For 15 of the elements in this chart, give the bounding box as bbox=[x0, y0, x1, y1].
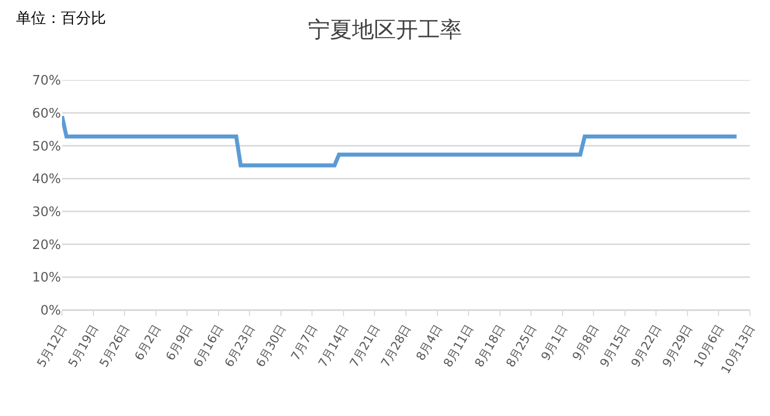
text: 单位：百分比 bbox=[16, 9, 106, 27]
y-tick-label: 60% bbox=[32, 106, 61, 122]
x-tick-label: 5月26日 bbox=[96, 322, 132, 370]
y-tick-label: 50% bbox=[32, 139, 61, 154]
y-tick-label: 40% bbox=[32, 172, 61, 188]
chart-title: 宁夏地区开工率 bbox=[308, 16, 462, 42]
line-series bbox=[62, 114, 739, 168]
x-tick-label: 6月2日 bbox=[132, 322, 164, 363]
y-tick-label: 20% bbox=[32, 238, 61, 253]
x-tick-label: 9月1日 bbox=[538, 322, 570, 363]
y-tick-label: 0% bbox=[40, 304, 61, 319]
y-tick-label: 70% bbox=[32, 74, 61, 89]
y-tick-label: 30% bbox=[32, 204, 61, 220]
y-tick-label: 10% bbox=[32, 270, 61, 286]
x-tick-label: 7月28日 bbox=[378, 322, 414, 370]
